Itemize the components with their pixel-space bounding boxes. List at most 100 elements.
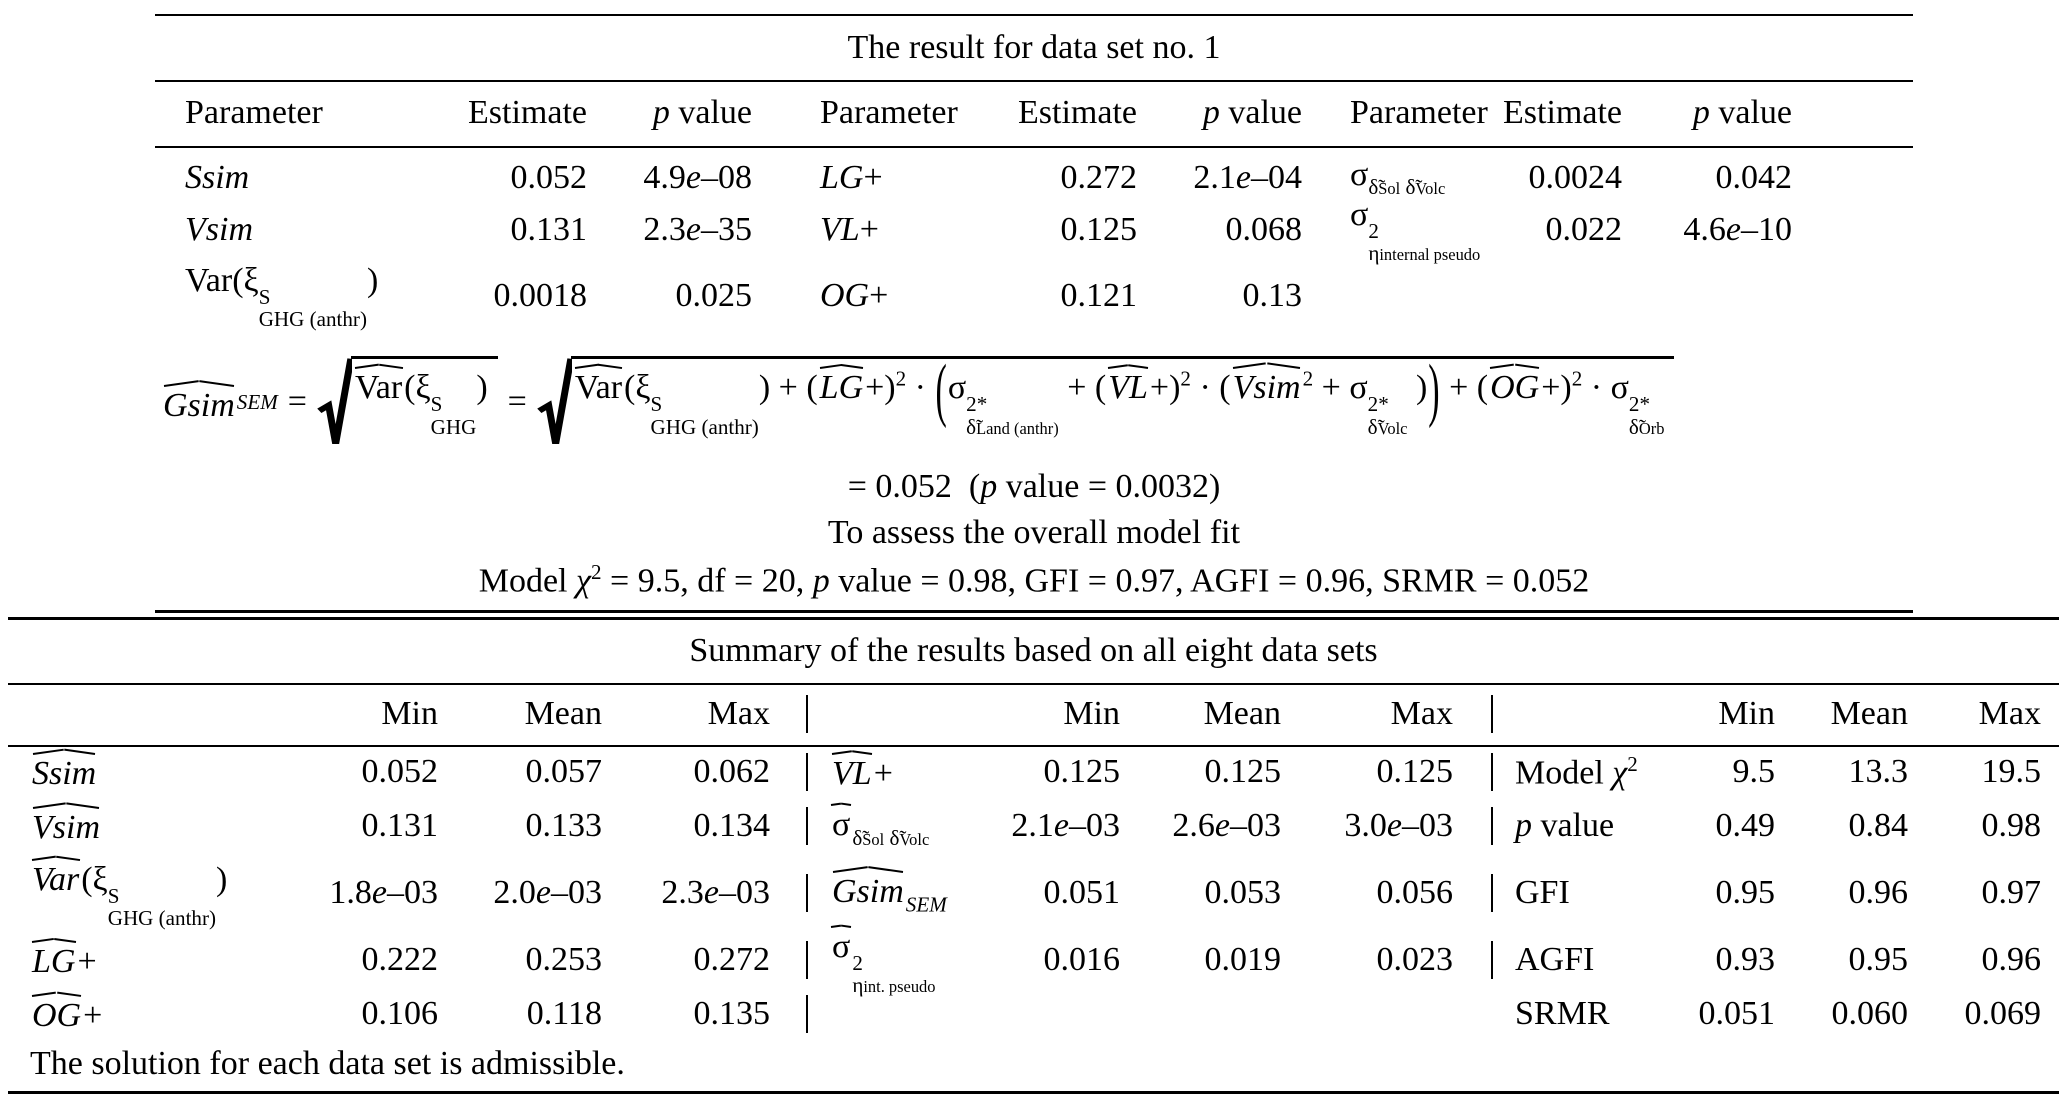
max-cell: 0.96 — [1981, 940, 2042, 978]
min-cell: 0.93 — [1715, 940, 1776, 978]
min-cell: 0.95 — [1715, 873, 1776, 911]
mean-cell: 0.253 — [525, 940, 603, 978]
col-header-estimate: Estimate — [468, 94, 587, 131]
min-cell: 0.106 — [361, 994, 439, 1032]
table1-title: The result for data set no. 1 — [847, 29, 1221, 66]
row-label: AGFI — [1515, 940, 1595, 978]
mean-cell: 0.96 — [1848, 873, 1909, 911]
col-header-pvalue: p value — [652, 94, 752, 131]
col-header-max: Max — [1978, 694, 2041, 732]
mean-cell: 0.125 — [1204, 752, 1282, 790]
table1-header-row: Parameter Estimate p value Parameter Est… — [155, 82, 1913, 146]
table-summary: Summary of the results based on all eigh… — [8, 610, 2059, 1094]
max-cell: 0.056 — [1289, 873, 1493, 912]
row-label: GFI — [1515, 873, 1570, 911]
mean-cell: 0.84 — [1848, 806, 1909, 844]
mean-cell: 0.053 — [1204, 873, 1282, 911]
max-cell: 0.125 — [1289, 752, 1493, 791]
param-cell: σ 2 ηinternal pseudo — [1350, 195, 1481, 266]
row-label: σδ̃Sol δ̃Volc — [808, 801, 998, 850]
param-cell: Ssim — [185, 159, 250, 196]
estimate-cell: 0.125 — [1060, 211, 1138, 248]
col-header-mean: Mean — [1830, 694, 1908, 732]
mean-cell: 0.019 — [1204, 940, 1282, 978]
param-cell: Var(ξ S GHG (anthr)) — [185, 261, 379, 332]
table2-header-rule — [8, 744, 2059, 747]
estimate-cell: 0.0024 — [1528, 159, 1623, 196]
table2-title: Summary of the results based on all eigh… — [689, 631, 1378, 669]
col-header-estimate: Estimate — [1503, 94, 1622, 131]
min-cell: 1.8e–03 — [329, 873, 438, 911]
estimate-cell: 0.0018 — [493, 277, 588, 314]
param-cell: LG+ — [820, 159, 883, 196]
col-header-min: Min — [1063, 694, 1120, 732]
row-label: OG+ — [8, 992, 298, 1035]
table2-bottom-rule — [8, 1090, 2059, 1094]
mean-cell: 2.6e–03 — [1172, 806, 1281, 844]
min-cell: 0.051 — [1043, 873, 1121, 911]
max-cell: 0.069 — [1964, 994, 2042, 1032]
row-label: Model χ2 — [1515, 751, 1638, 791]
row-label: SRMR — [1515, 994, 1610, 1032]
estimate-cell: 0.022 — [1545, 211, 1623, 248]
param-cell: VL+ — [820, 211, 879, 248]
estimate-cell: 0.131 — [510, 211, 588, 248]
col-header-min: Min — [1718, 694, 1775, 732]
row-label: σ 2 ηint. pseudo — [808, 923, 998, 997]
sem-equation: Gsim SEM = Var(ξ S GHG) = Var(ξ S GHG (anthr)) + … — [161, 344, 1913, 460]
row-label: VL+ — [808, 750, 998, 793]
table2-header-row: Min Mean Max Min Mean Max Min Mean Max — [8, 685, 2059, 745]
min-cell: 0.016 — [1043, 940, 1121, 978]
row-label: p value — [1515, 806, 1615, 844]
col-header-max: Max — [610, 694, 808, 733]
param-cell: Vsim — [185, 211, 253, 248]
col-header-parameter: Parameter — [1350, 94, 1488, 131]
col-header-mean: Mean — [1203, 694, 1281, 732]
pvalue-cell: 2.1e–04 — [1193, 159, 1302, 196]
max-cell: 2.3e–03 — [610, 873, 808, 912]
table1-top-rule — [155, 14, 1913, 16]
max-cell: 0.272 — [610, 940, 808, 979]
col-header-estimate: Estimate — [1018, 94, 1137, 131]
min-cell: 0.222 — [361, 940, 439, 978]
table1-bottom-rule — [155, 610, 1913, 613]
table2-title-rule — [8, 682, 2059, 685]
mean-cell: 0.133 — [525, 806, 603, 844]
estimate-cell: 0.052 — [510, 159, 588, 196]
max-cell: 19.5 — [1981, 752, 2042, 790]
param-cell: OG+ — [820, 277, 889, 314]
min-cell: 0.125 — [1043, 752, 1121, 790]
pvalue-cell: 0.042 — [1715, 159, 1793, 196]
col-header-parameter: Parameter — [820, 94, 958, 131]
max-cell: 0.97 — [1981, 873, 2042, 911]
max-cell: 0.134 — [610, 806, 808, 845]
row-label: Var(ξ S GHG (anthr)) — [8, 856, 298, 929]
min-cell: 0.052 — [361, 752, 439, 790]
pvalue-cell: 0.025 — [675, 277, 753, 314]
col-header-min: Min — [381, 694, 438, 732]
mean-cell: 13.3 — [1848, 752, 1909, 790]
mean-cell: 0.118 — [526, 994, 602, 1032]
min-cell: 0.051 — [1698, 994, 1776, 1032]
table2-footnote: The solution for each data set is admiss… — [30, 1044, 625, 1082]
col-header-parameter: Parameter — [185, 94, 323, 131]
pvalue-cell: 4.6e–10 — [1683, 211, 1792, 248]
mean-cell: 0.95 — [1848, 940, 1909, 978]
col-header-pvalue: p value — [1202, 94, 1302, 131]
row-label: LG+ — [8, 938, 298, 981]
min-cell: 9.5 — [1732, 752, 1776, 790]
mean-cell: 0.057 — [525, 752, 603, 790]
max-cell: 0.062 — [610, 752, 808, 791]
col-header-mean: Mean — [524, 694, 602, 732]
max-cell: 0.98 — [1981, 806, 2042, 844]
table2-top-rule — [8, 616, 2059, 620]
table1-body: Ssim 0.052 4.9e–08 LG+ 0.272 2.1e–04 σδ̃… — [155, 148, 1913, 338]
pvalue-cell: 2.3e–35 — [643, 211, 752, 248]
table1-title-rule — [155, 80, 1913, 82]
row-label: Vsim — [8, 804, 298, 847]
fit-note: To assess the overall model fit — [827, 514, 1241, 551]
fit-stats: Model χ2 = 9.5, df = 20, p value = 0.98,… — [478, 560, 1590, 600]
mean-cell: 2.0e–03 — [493, 873, 602, 911]
estimate-cell: 0.121 — [1060, 277, 1138, 314]
